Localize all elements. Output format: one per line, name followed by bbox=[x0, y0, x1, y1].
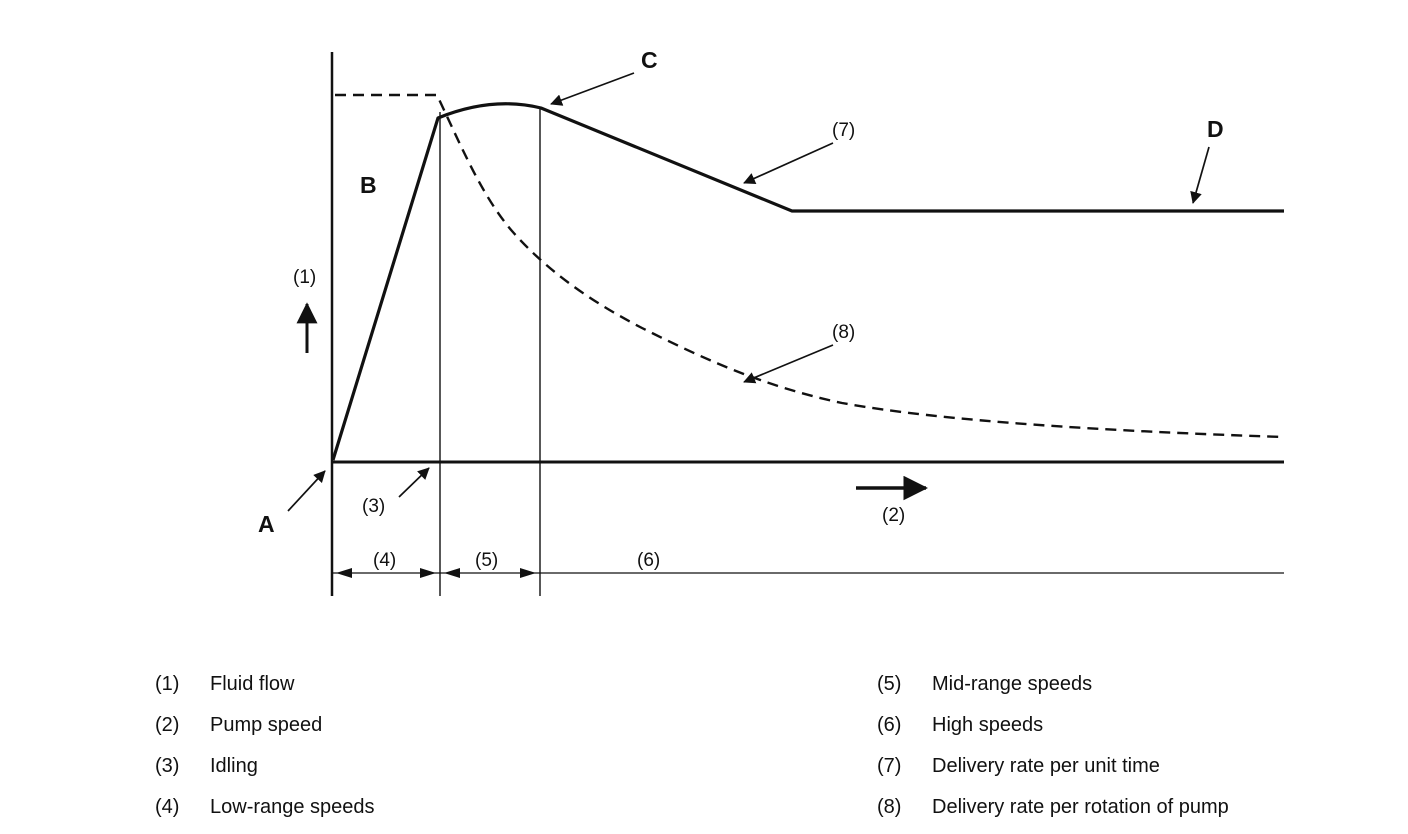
legend-item-number: (5) bbox=[877, 673, 902, 695]
point-d-leader-arrow bbox=[1190, 146, 1210, 204]
legend-item-number: (6) bbox=[877, 714, 902, 736]
callout-3-leader-arrow bbox=[398, 467, 430, 498]
delivery-per-unit-time-curve bbox=[331, 102, 1284, 461]
legend-item: (6) High speeds bbox=[877, 705, 1229, 746]
callout-per-unit-time: (7) bbox=[832, 120, 855, 141]
point-c-leader-arrow bbox=[550, 72, 635, 106]
callout-low-range: (4) bbox=[373, 550, 396, 571]
callout-fluid-flow: (1) bbox=[293, 267, 316, 288]
callout-idling: (3) bbox=[362, 496, 385, 517]
legend-item-label: Mid-range speeds bbox=[932, 673, 1093, 695]
callout-mid-range: (5) bbox=[475, 550, 498, 571]
legend-item-label: Pump speed bbox=[210, 714, 323, 736]
legend-item-number: (1) bbox=[155, 673, 180, 695]
callout-high-range: (6) bbox=[637, 550, 660, 571]
point-c-label: C bbox=[641, 47, 658, 73]
point-d-label: D bbox=[1207, 116, 1224, 142]
legend-item-number: (7) bbox=[877, 755, 902, 777]
dim-low-right-arrowhead bbox=[420, 568, 436, 578]
legend-item-number: (4) bbox=[155, 796, 180, 818]
point-b-label: B bbox=[360, 172, 377, 198]
legend-right-column: (5) Mid-range speeds (6) High speeds (7)… bbox=[877, 664, 1229, 828]
legend-item-label: Idling bbox=[210, 755, 258, 777]
legend-item-number: (2) bbox=[155, 714, 180, 736]
legend-item: (7) Delivery rate per unit time bbox=[877, 746, 1229, 787]
dim-low-left-arrowhead bbox=[336, 568, 352, 578]
legend-item: (3) Idling bbox=[155, 746, 375, 787]
legend-item-label: Delivery rate per unit time bbox=[932, 755, 1160, 777]
dim-mid-left-arrowhead bbox=[444, 568, 460, 578]
callout-per-rotation: (8) bbox=[832, 322, 855, 343]
callout-8-leader-arrow bbox=[743, 344, 834, 384]
legend-item: (1) Fluid flow bbox=[155, 664, 375, 705]
legend-item: (2) Pump speed bbox=[155, 705, 375, 746]
callout-7-leader-arrow bbox=[743, 142, 834, 184]
pump-delivery-diagram: A B C D (1) (2) (3) (4) (5) (6) (7) (8) bbox=[258, 47, 1285, 596]
legend-left-column: (1) Fluid flow (2) Pump speed (3) Idling… bbox=[155, 664, 375, 828]
delivery-per-rotation-curve bbox=[335, 93, 1285, 439]
point-a-label: A bbox=[258, 511, 275, 537]
legend-item: (5) Mid-range speeds bbox=[877, 664, 1229, 705]
legend-item: (8) Delivery rate per rotation of pump bbox=[877, 787, 1229, 828]
legend-item-number: (8) bbox=[877, 796, 902, 818]
point-a-leader-arrow bbox=[287, 470, 326, 512]
legend-item-label: Low-range speeds bbox=[210, 796, 375, 818]
legend-item-label: High speeds bbox=[932, 714, 1044, 736]
legend-item-label: Delivery rate per rotation of pump bbox=[932, 796, 1229, 818]
legend-item-number: (3) bbox=[155, 755, 180, 777]
dim-mid-right-arrowhead bbox=[520, 568, 536, 578]
callout-pump-speed: (2) bbox=[882, 505, 905, 526]
legend-item: (4) Low-range speeds bbox=[155, 787, 375, 828]
legend-item-label: Fluid flow bbox=[210, 673, 295, 695]
